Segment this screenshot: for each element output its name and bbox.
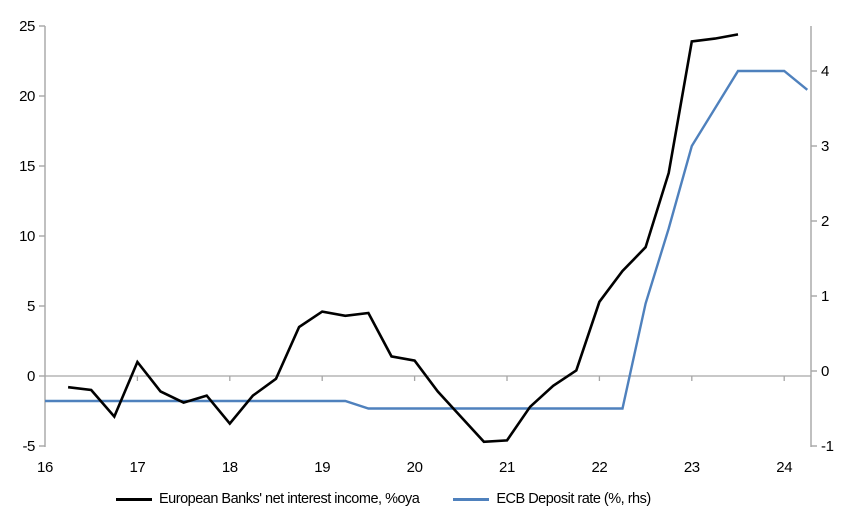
left-axis: -5 0 5 10 15 20 25 [19, 18, 46, 455]
ecb-line-sample-icon [453, 497, 490, 501]
left-axis-tick-label: 15 [19, 158, 35, 175]
legend-label-nii: European Banks' net interest income, %oy… [159, 491, 420, 507]
right-axis-tick-label: 1 [821, 288, 829, 305]
legend-label-ecb: ECB Deposit rate (%, rhs) [496, 491, 651, 507]
right-axis-tick-label: -1 [821, 438, 834, 455]
x-axis-tick-label: 16 [37, 459, 53, 476]
nii-line-sample-icon [116, 497, 152, 501]
left-axis-tick-label: -5 [22, 438, 35, 455]
left-axis-tick-label: 0 [27, 368, 35, 385]
right-axis-tick-label: 3 [821, 138, 829, 155]
left-axis-tick-label: 20 [19, 88, 35, 105]
right-axis-tick-label: 4 [821, 63, 829, 80]
left-axis-tick-label: 25 [19, 18, 35, 35]
x-axis-tick-label: 19 [314, 459, 330, 476]
legend-item-ecb: ECB Deposit rate (%, rhs) [453, 491, 651, 507]
x-axis-tick-label: 23 [684, 459, 700, 476]
zero-gridline-group [45, 375, 811, 381]
x-axis-tick-label: 20 [407, 459, 423, 476]
legend: European Banks' net interest income, %oy… [116, 491, 651, 507]
x-axis-tick-label: 18 [222, 459, 238, 476]
left-axis-tick-label: 10 [19, 228, 35, 245]
right-axis: -1 0 1 2 3 4 [810, 26, 834, 455]
right-axis-tick-label: 0 [821, 363, 829, 380]
legend-item-nii: European Banks' net interest income, %oy… [116, 491, 420, 507]
x-axis-tick-label: 17 [129, 459, 145, 476]
x-axis-tick-label: 21 [499, 459, 515, 476]
nii-series-line [67, 33, 739, 444]
ecb-series-line [45, 69, 809, 410]
x-axis-labels: 16 17 18 19 20 21 22 23 24 [37, 459, 793, 476]
x-axis-tick-label: 22 [591, 459, 607, 476]
x-axis-tick-label: 24 [776, 459, 792, 476]
left-axis-tick-label: 5 [27, 298, 35, 315]
right-axis-tick-label: 2 [821, 213, 829, 230]
